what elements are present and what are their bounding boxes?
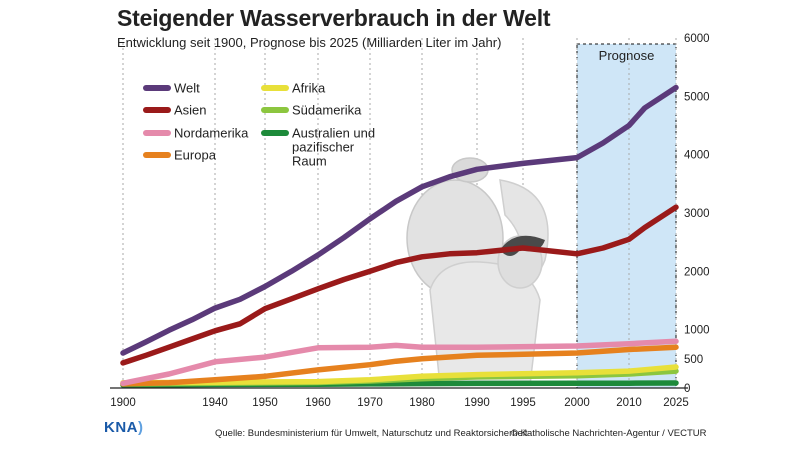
x-tick-label-1980: 1980 (409, 397, 435, 409)
legend-label-line: Europa (174, 148, 217, 163)
legend-label-line: Welt (174, 81, 200, 96)
x-tick-label-1900: 1900 (110, 397, 136, 409)
legend-label-asien: Asien (174, 103, 207, 118)
kna-logo-arc-icon: ) (138, 419, 144, 436)
series-layer (120, 84, 679, 388)
legend-label-südamerika: Südamerika (292, 103, 362, 118)
legend-label-line: Raum (292, 154, 327, 169)
y-tick-label-500: 500 (684, 354, 703, 366)
legend-label-europa: Europa (174, 148, 217, 163)
x-tick-label-1960: 1960 (305, 397, 331, 409)
y-tick-label-1000: 1000 (684, 325, 710, 337)
legend-label-line: pazifischer (292, 140, 355, 155)
x-tick-label-2010: 2010 (616, 397, 642, 409)
y-tick-label-3000: 3000 (684, 208, 710, 220)
x-tick-label-1970: 1970 (357, 397, 383, 409)
footer-copyright: © Katholische Nachrichten-Agentur / VECT… (511, 428, 707, 439)
series-line-europa (120, 344, 679, 387)
pitcher-figure-illustration (406, 157, 549, 386)
y-tick-label-6000: 6000 (684, 33, 710, 45)
series-line-afrika (120, 364, 679, 386)
legend-label-welt: Welt (174, 81, 200, 96)
forecast-label: Prognose (599, 48, 655, 63)
chart-subtitle: Entwicklung seit 1900, Prognose bis 2025… (117, 35, 502, 50)
y-tick-label-4000: 4000 (684, 150, 710, 162)
y-tick-label-2000: 2000 (684, 266, 710, 278)
legend: Welt Asien Nordamerika Europa Afrika Südameri… (143, 81, 375, 169)
x-tick-label-2025: 2025 (663, 397, 689, 409)
x-tick-label-1940: 1940 (202, 397, 228, 409)
x-tick-label-1990: 1990 (464, 397, 490, 409)
legend-label-australien-und: Australien und pazifischer Raum (292, 126, 375, 169)
legend-label-line: Asien (174, 103, 207, 118)
legend-label-afrika: Afrika (292, 81, 326, 96)
series-line-asien (120, 204, 679, 366)
series-line-welt (120, 84, 679, 356)
legend-label-line: Australien und (292, 126, 375, 141)
legend-label-line: Nordamerika (174, 126, 249, 141)
legend-label-line: Südamerika (292, 103, 362, 118)
legend-label-nordamerika: Nordamerika (174, 126, 249, 141)
series-line-nordamerika (120, 338, 679, 387)
footer-source: Quelle: Bundesministerium für Umwelt, Na… (215, 428, 528, 439)
axis-layer: 1900 1940 1950 1960 1970 1980 1990 1995 2000 2010… (110, 33, 710, 409)
x-tick-label-2000: 2000 (564, 397, 590, 409)
legend-label-line: Afrika (292, 81, 326, 96)
kna-logo: KNA) (104, 419, 144, 436)
y-tick-label-0: 0 (684, 383, 690, 395)
x-tick-label-1995: 1995 (510, 397, 536, 409)
kna-logo-text: KNA (104, 419, 138, 436)
x-tick-label-1950: 1950 (252, 397, 278, 409)
chart-title: Steigender Wasserverbrauch in der Welt (117, 5, 551, 31)
y-tick-label-5000: 5000 (684, 91, 710, 103)
